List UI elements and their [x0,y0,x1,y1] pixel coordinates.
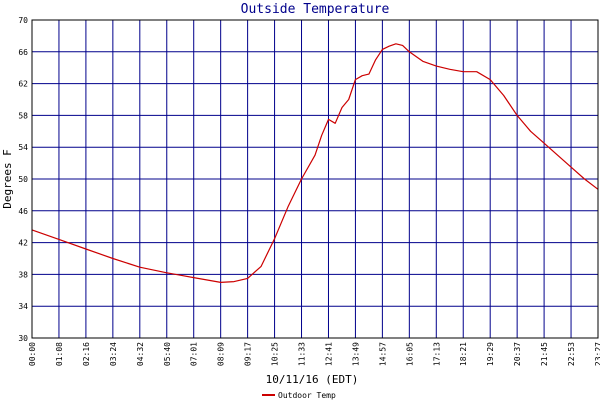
y-tick-label: 54 [18,143,28,152]
x-tick-label: 02:16 [82,342,91,366]
x-tick-label: 09:17 [244,342,253,366]
x-tick-label: 20:37 [513,342,522,366]
legend: Outdoor Temp [262,391,336,400]
y-tick-label: 34 [18,302,28,311]
x-tick-label: 17:13 [432,342,441,366]
y-tick-label: 66 [18,48,28,57]
x-tick-label: 11:33 [298,342,307,366]
x-tick-label: 23:27 [594,342,600,366]
x-tick-label: 22:53 [567,342,576,366]
x-tick-label: 13:49 [351,342,360,366]
x-tick-label: 10:25 [271,342,280,366]
x-tick-label: 12:41 [324,342,333,366]
x-tick-label: 01:08 [55,342,64,366]
x-tick-label: 04:32 [136,342,145,366]
y-tick-label: 58 [18,111,28,120]
grid [31,19,599,339]
chart-title: Outside Temperature [241,2,390,17]
x-tick-labels: 00:00 01:08 02:16 03:24 04:32 05:40 07:01 08:09… [28,342,600,366]
x-tick-label: 19:29 [486,342,495,366]
y-axis-label: Degrees F [1,149,14,209]
x-tick-label: 18:21 [459,342,468,366]
y-tick-labels: 30 34 38 42 46 50 54 58 62 66 70 [18,16,28,343]
x-tick-label: 05:40 [163,342,172,366]
x-tick-label: 03:24 [109,342,118,366]
x-tick-label: 08:09 [217,342,226,366]
y-tick-label: 30 [18,334,28,343]
series-line-outdoor-temp [31,43,599,283]
y-tick-label: 46 [18,207,28,216]
x-tick-label: 00:00 [28,342,37,366]
x-tick-label: 07:01 [190,342,199,366]
y-tick-label: 42 [18,239,28,248]
y-tick-label: 70 [18,16,28,25]
plot-frame [31,19,599,339]
x-tick-label: 16:05 [405,342,414,366]
y-tick-label: 62 [18,80,28,89]
x-tick-label: 21:45 [540,342,549,366]
x-tick-label: 14:57 [378,342,387,366]
y-tick-label: 50 [18,175,28,184]
x-axis-label: 10/11/16 (EDT) [266,373,359,386]
series-layer [31,43,599,283]
y-tick-label: 38 [18,270,28,279]
legend-label: Outdoor Temp [278,391,336,400]
